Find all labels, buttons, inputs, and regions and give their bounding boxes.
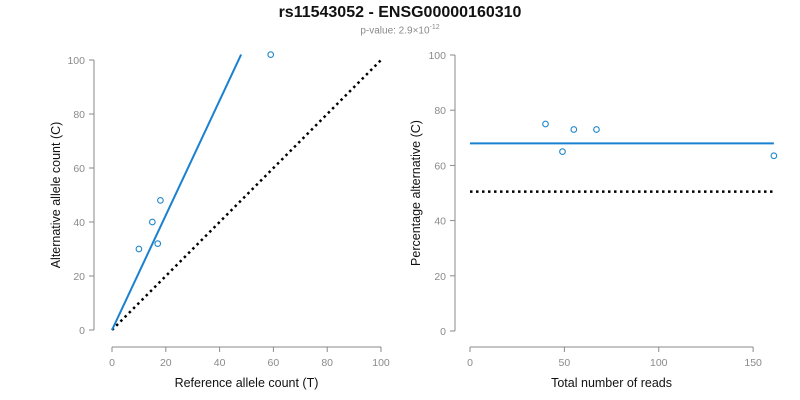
percentage-alternative-x-axis-title: Total number of reads xyxy=(551,376,672,390)
percentage-alternative-x-tick-label: 100 xyxy=(650,357,668,369)
allele-counts-y-tick-label: 60 xyxy=(73,163,85,175)
chart-title: rs11543052 - ENSG00000160310 xyxy=(278,4,522,21)
percentage-alternative-data-point xyxy=(542,120,549,128)
allele-counts-x-tick-label: 0 xyxy=(109,357,115,369)
percentage-alternative-x-tick-label: 50 xyxy=(559,357,571,369)
chart-subtitle: p-value: 2.9×10-12 xyxy=(0,24,800,36)
allele-counts-fit-line xyxy=(111,54,243,331)
percentage-alternative-y-tick-label: 40 xyxy=(434,216,446,228)
percentage-alternative-x-tick-label: 150 xyxy=(744,357,762,369)
percentage-alternative-y-tick-label: 60 xyxy=(434,160,446,172)
allele-counts-x-tick-label: 60 xyxy=(268,357,280,369)
allele-counts-reference-line xyxy=(111,59,382,331)
percentage-alternative-y-axis-title: Percentage alternative (C) xyxy=(409,120,423,266)
percentage-alternative-data-point xyxy=(770,152,778,160)
percentage-alternative-data-point xyxy=(570,126,578,133)
p-value-exponent: -12 xyxy=(429,24,440,31)
p-value-text: p-value: 2.9×10 xyxy=(360,25,430,37)
percentage-alternative-data-point xyxy=(593,126,600,133)
percentage-alternative-y-tick-label: 0 xyxy=(440,326,446,338)
percentage-alternative-data-point xyxy=(559,148,566,155)
allele-counts-y-axis-title: Alternative allele count (C) xyxy=(49,122,63,269)
percentage-alternative-y-tick-label: 80 xyxy=(434,105,446,117)
percentage-alternative-y-tick-label: 100 xyxy=(428,50,446,62)
allele-counts-y-tick-label: 40 xyxy=(73,217,85,229)
allele-counts-x-tick-label: 100 xyxy=(372,357,390,369)
allele-counts-x-tick-label: 80 xyxy=(321,357,333,369)
allele-counts-data-point xyxy=(154,240,162,247)
allele-counts-x-tick-label: 20 xyxy=(160,357,172,369)
allele-counts-data-point xyxy=(157,197,164,204)
allele-counts-data-point xyxy=(149,218,156,226)
percentage-alternative-y-tick-label: 20 xyxy=(434,271,446,283)
percentage-alternative-x-tick-label: 0 xyxy=(467,357,473,369)
allele-counts-data-point xyxy=(267,51,275,58)
allele-counts-x-tick-label: 40 xyxy=(214,357,226,369)
allele-counts-x-axis-title: Reference allele count (T) xyxy=(175,376,319,390)
allele-counts-y-tick-label: 0 xyxy=(79,325,85,337)
allele-counts-y-tick-label: 20 xyxy=(73,271,85,283)
allele-counts-y-tick-label: 80 xyxy=(73,109,85,121)
allele-counts-y-tick-label: 100 xyxy=(67,55,85,67)
allele-counts-data-point xyxy=(135,245,143,253)
